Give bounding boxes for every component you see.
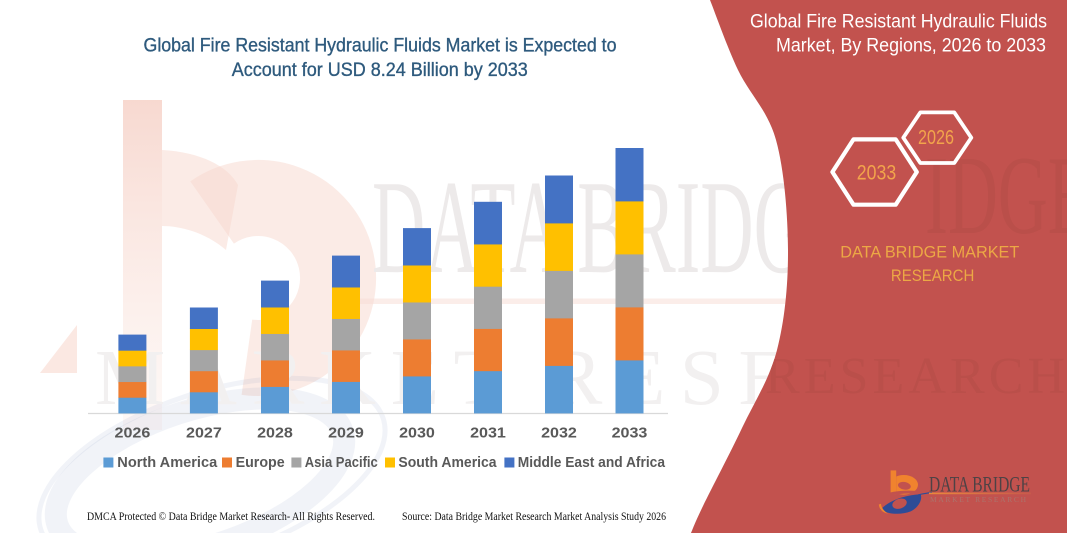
svg-text:2026: 2026 [918, 127, 954, 149]
svg-text:RESEARCH: RESEARCH [765, 348, 1065, 405]
svg-text:South America: South America [398, 454, 497, 471]
svg-text:2030: 2030 [399, 424, 435, 441]
svg-text:2033: 2033 [612, 424, 648, 441]
svg-text:North America: North America [117, 454, 218, 471]
svg-text:Source: Data Bridge Market Res: Source: Data Bridge Market Research Mark… [402, 509, 666, 523]
svg-text:Europe: Europe [236, 454, 285, 471]
svg-text:Asia Pacific: Asia Pacific [305, 454, 378, 471]
svg-text:DATA BRIDGE: DATA BRIDGE [372, 153, 852, 301]
svg-text:IDGE: IDGE [925, 134, 1067, 258]
svg-text:Market, By Regions, 2026 to 20: Market, By Regions, 2026 to 2033 [776, 35, 1046, 57]
svg-text:Global Fire Resistant Hydrauli: Global Fire Resistant Hydraulic Fluids [750, 11, 1047, 33]
svg-text:2031: 2031 [470, 424, 506, 441]
svg-text:2026: 2026 [115, 424, 151, 441]
svg-text:2033: 2033 [857, 162, 896, 185]
svg-text:Middle East and Africa: Middle East and Africa [518, 454, 666, 471]
svg-text:RESEARCH: RESEARCH [891, 266, 974, 285]
svg-text:2029: 2029 [328, 424, 364, 441]
svg-text:2027: 2027 [186, 424, 222, 441]
svg-text:MARKET RESEARCH: MARKET RESEARCH [930, 495, 1027, 504]
svg-text:2028: 2028 [257, 424, 293, 441]
svg-text:DATA BRIDGE: DATA BRIDGE [929, 471, 1030, 496]
svg-text:Account for USD 8.24 Billion b: Account for USD 8.24 Billion by 2033 [232, 59, 528, 81]
svg-text:Global Fire Resistant Hydrauli: Global Fire Resistant Hydraulic Fluids M… [144, 35, 617, 57]
svg-text:2032: 2032 [541, 424, 577, 441]
svg-text:DMCA Protected © Data Bridge M: DMCA Protected © Data Bridge Market Rese… [87, 509, 375, 523]
svg-text:DATA BRIDGE MARKET: DATA BRIDGE MARKET [840, 243, 1019, 262]
